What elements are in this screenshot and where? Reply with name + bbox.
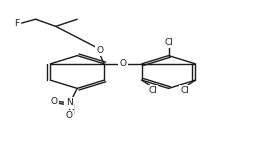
- Text: Cl: Cl: [148, 86, 157, 95]
- Text: N: N: [66, 98, 73, 107]
- Text: O: O: [119, 59, 126, 68]
- Text: O: O: [66, 111, 73, 120]
- Text: Cl: Cl: [180, 86, 189, 95]
- Text: O: O: [96, 46, 103, 55]
- Text: Cl: Cl: [164, 38, 173, 47]
- Text: F: F: [14, 19, 19, 28]
- Text: O: O: [51, 97, 58, 106]
